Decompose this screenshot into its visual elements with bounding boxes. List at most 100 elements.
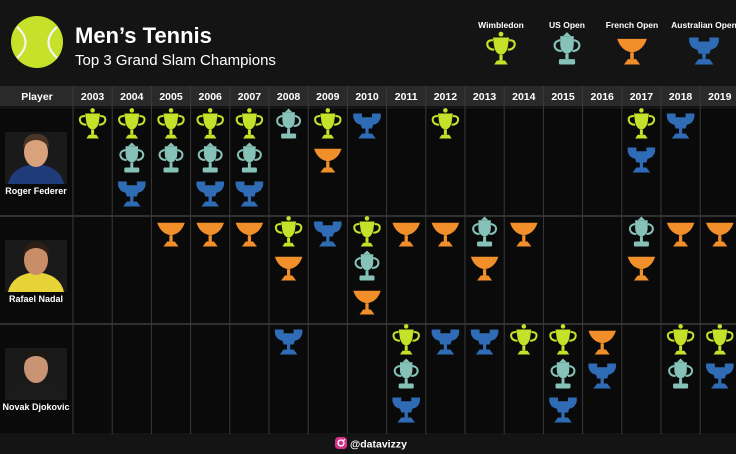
footer: @datavizzy xyxy=(0,435,736,454)
australian-open-trophy-icon xyxy=(274,329,303,355)
australian-open-trophy-icon xyxy=(196,181,224,207)
french-open-trophy-icon xyxy=(666,222,695,247)
year-label: 2006 xyxy=(199,91,223,103)
australian-open-trophy-icon xyxy=(392,397,420,423)
french-open-trophy-icon xyxy=(196,222,224,247)
legend: Wimbledon US Open French Open Australian Op… xyxy=(478,20,736,65)
wimbledon-trophy-icon xyxy=(274,216,303,247)
year-label: 2007 xyxy=(238,91,262,103)
year-label: 2011 xyxy=(395,91,418,103)
french-open-trophy-icon xyxy=(274,256,303,281)
player-avatar xyxy=(5,240,67,292)
us-open-trophy-icon xyxy=(393,358,419,389)
us-open-trophy-icon xyxy=(197,142,223,173)
french-open-trophy-icon xyxy=(627,256,656,281)
year-label: 2009 xyxy=(316,91,340,103)
australian-open-trophy-icon xyxy=(627,147,656,173)
australian-open-trophy-icon xyxy=(353,113,381,139)
year-label: 2004 xyxy=(120,91,144,103)
australian-open-trophy-icon xyxy=(588,363,616,389)
year-label: 2010 xyxy=(355,91,379,103)
us-open-trophy-icon xyxy=(668,358,694,389)
chart-header: Men’s Tennis Top 3 Grand Slam Champions xyxy=(11,16,276,69)
french-open-trophy-icon xyxy=(588,330,616,355)
player-name: Roger Federer xyxy=(5,186,67,196)
french-open-trophy-icon xyxy=(470,256,499,281)
legend-item: Wimbledon xyxy=(478,20,524,65)
year-label: 2017 xyxy=(630,91,654,103)
year-label: 2015 xyxy=(551,91,575,103)
wimbledon-trophy-icon xyxy=(486,31,516,65)
australian-open-trophy-icon xyxy=(470,329,499,355)
year-label: 2018 xyxy=(669,91,693,103)
champions-table: Player 2003 2004 2005 2006 2007 2008 2009 2010 20… xyxy=(0,86,736,434)
wimbledon-trophy-icon xyxy=(196,108,224,139)
french-open-trophy-icon xyxy=(392,222,420,247)
wimbledon-trophy-icon xyxy=(666,324,695,355)
australian-open-trophy-icon xyxy=(549,397,577,423)
wimbledon-trophy-icon xyxy=(78,108,107,139)
player-avatar xyxy=(5,348,67,400)
french-open-trophy-icon xyxy=(314,148,342,173)
wimbledon-trophy-icon xyxy=(392,324,420,355)
french-open-trophy-icon xyxy=(157,222,185,247)
year-label: 2013 xyxy=(473,91,497,103)
year-label: 2012 xyxy=(434,91,458,103)
player-name: Rafael Nadal xyxy=(9,294,63,304)
wimbledon-trophy-icon xyxy=(157,108,185,139)
us-open-trophy-icon xyxy=(472,216,498,247)
legend-item: Australian Open xyxy=(671,20,736,65)
wimbledon-trophy-icon xyxy=(235,108,264,139)
wimbledon-trophy-icon xyxy=(510,324,538,355)
player-name: Novak Djokovic xyxy=(2,402,69,412)
player-column-header: Player xyxy=(21,91,53,103)
french-open-trophy-icon xyxy=(431,222,460,247)
french-open-trophy-icon xyxy=(706,222,734,247)
wimbledon-trophy-icon xyxy=(706,324,734,355)
year-label: 2005 xyxy=(159,91,183,103)
year-label: 2008 xyxy=(277,91,301,103)
australian-open-trophy-icon xyxy=(431,329,460,355)
footer-handle: @datavizzy xyxy=(350,439,407,451)
us-open-trophy-icon xyxy=(354,250,380,281)
australian-open-trophy-icon xyxy=(666,113,695,139)
year-label: 2016 xyxy=(591,91,615,103)
year-label: 2019 xyxy=(708,91,732,103)
australian-open-trophy-icon xyxy=(118,181,146,207)
legend-item: French Open xyxy=(606,20,658,65)
wimbledon-trophy-icon xyxy=(627,108,656,139)
legend-label: US Open xyxy=(549,20,585,30)
french-open-trophy-icon xyxy=(617,38,647,65)
instagram-icon xyxy=(335,437,347,449)
wimbledon-trophy-icon xyxy=(549,324,577,355)
us-open-trophy-icon xyxy=(553,32,581,65)
wimbledon-trophy-icon xyxy=(118,108,146,139)
player-avatar xyxy=(5,132,67,184)
french-open-trophy-icon xyxy=(235,222,264,247)
chart-title: Men’s Tennis xyxy=(75,23,212,48)
tennis-ball-icon xyxy=(11,16,63,68)
australian-open-trophy-icon xyxy=(235,181,264,207)
legend-label: Australian Open xyxy=(671,20,736,30)
australian-open-trophy-icon xyxy=(314,221,342,247)
us-open-trophy-icon xyxy=(276,108,302,139)
us-open-trophy-icon xyxy=(236,142,262,173)
legend-label: French Open xyxy=(606,20,658,30)
year-label: 2003 xyxy=(81,91,105,103)
player-row-panel xyxy=(0,325,736,433)
table-header-band xyxy=(0,86,736,106)
us-open-trophy-icon xyxy=(119,142,145,173)
chart-subtitle: Top 3 Grand Slam Champions xyxy=(75,52,276,69)
us-open-trophy-icon xyxy=(158,142,184,173)
us-open-trophy-icon xyxy=(628,216,654,247)
french-open-trophy-icon xyxy=(353,290,381,315)
wimbledon-trophy-icon xyxy=(353,216,381,247)
legend-item: US Open xyxy=(549,20,585,65)
australian-open-trophy-icon xyxy=(706,363,734,389)
wimbledon-trophy-icon xyxy=(314,108,342,139)
year-label: 2014 xyxy=(512,91,536,103)
us-open-trophy-icon xyxy=(550,358,576,389)
legend-label: Wimbledon xyxy=(478,20,524,30)
australian-open-trophy-icon xyxy=(689,37,719,65)
